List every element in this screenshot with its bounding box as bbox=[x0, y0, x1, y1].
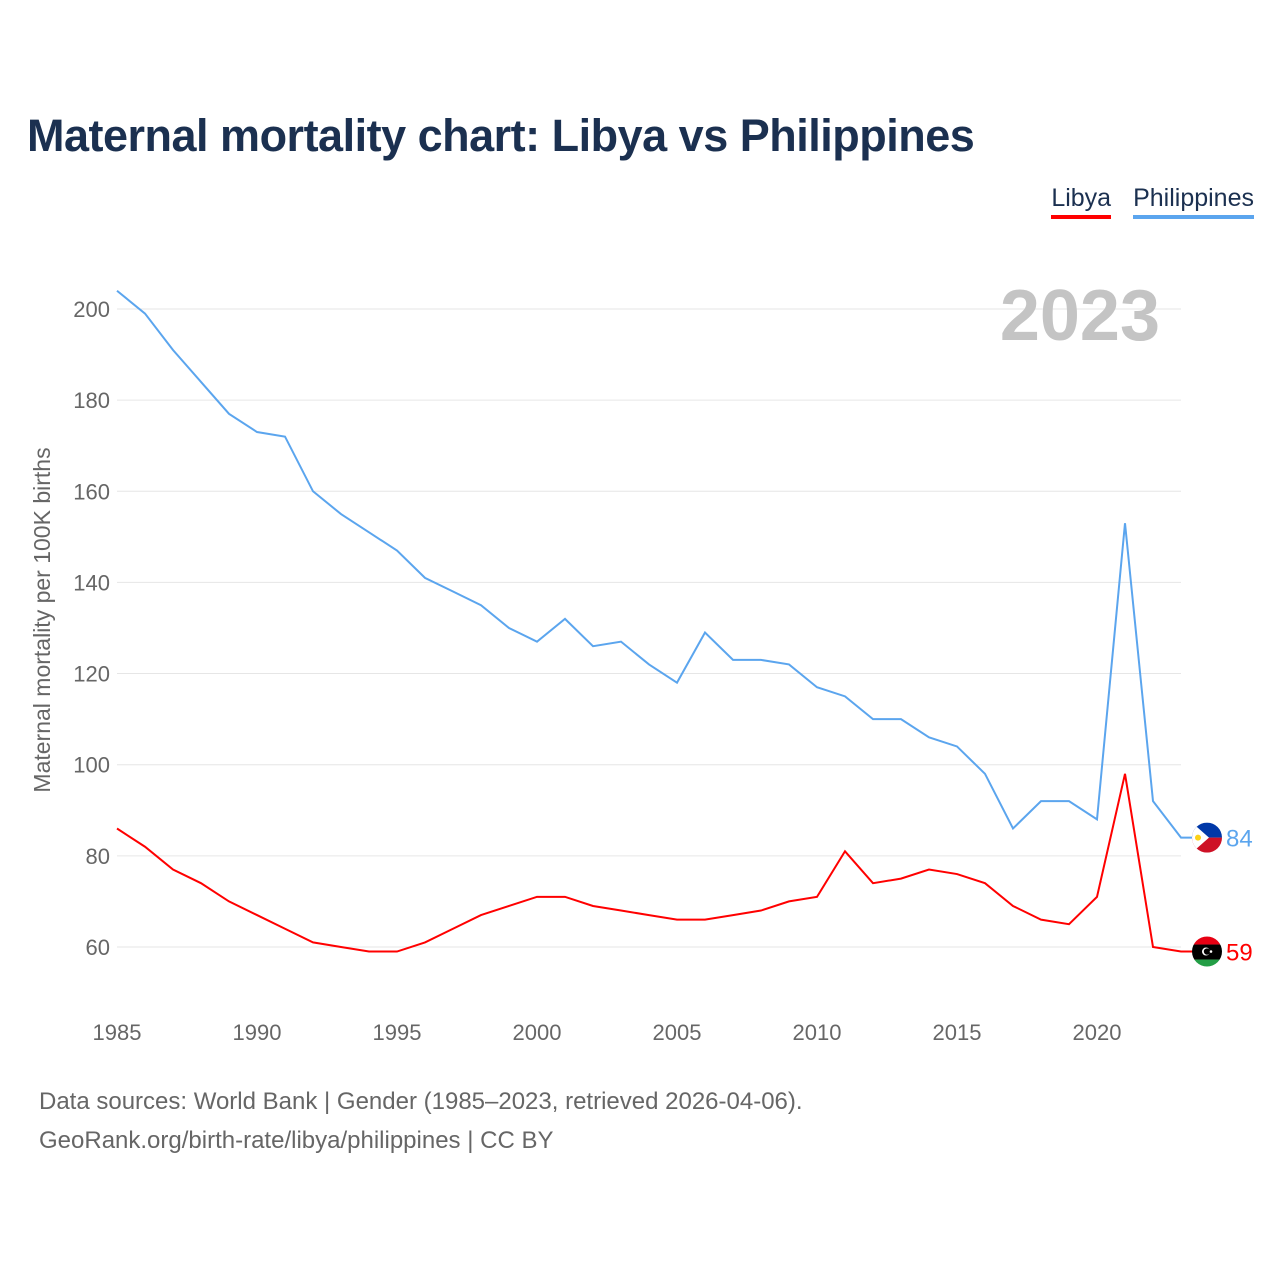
x-tick-label: 2000 bbox=[513, 1020, 562, 1045]
y-tick-label: 80 bbox=[86, 844, 110, 869]
legend-item-philippines[interactable]: Philippines bbox=[1133, 184, 1254, 219]
y-tick-label: 60 bbox=[86, 935, 110, 960]
end-value-label-philippines: 84 bbox=[1226, 826, 1253, 853]
end-value-label-libya: 59 bbox=[1226, 940, 1253, 967]
flag-libya-icon bbox=[1192, 936, 1222, 967]
x-tick-label: 2010 bbox=[793, 1020, 842, 1045]
footer-sources: Data sources: World Bank | Gender (1985–… bbox=[39, 1088, 803, 1115]
x-tick-label: 2020 bbox=[1073, 1020, 1122, 1045]
x-tick-label: 2005 bbox=[653, 1020, 702, 1045]
y-tick-label: 140 bbox=[73, 570, 110, 595]
footer-link[interactable]: GeoRank.org/birth-rate/libya/philippines… bbox=[39, 1127, 554, 1154]
x-tick-label: 1995 bbox=[373, 1020, 422, 1045]
x-tick-label: 2015 bbox=[933, 1020, 982, 1045]
y-tick-label: 180 bbox=[73, 388, 110, 413]
flag-philippines-icon bbox=[1192, 822, 1222, 853]
y-tick-label: 160 bbox=[73, 479, 110, 504]
x-tick-label: 1985 bbox=[93, 1020, 142, 1045]
legend-item-libya[interactable]: Libya bbox=[1051, 184, 1112, 219]
year-label: 2023 bbox=[1000, 276, 1160, 356]
y-tick-label: 200 bbox=[73, 297, 110, 322]
chart-title: Maternal mortality chart: Libya vs Phili… bbox=[27, 110, 975, 161]
series-line-libya bbox=[116, 773, 1193, 953]
legend: Libya Philippines bbox=[1051, 184, 1254, 219]
x-tick-label: 1990 bbox=[233, 1020, 282, 1045]
y-axis-label: Maternal mortality per 100K births bbox=[29, 447, 55, 792]
y-tick-label: 120 bbox=[73, 662, 110, 687]
series-line-philippines bbox=[116, 289, 1193, 839]
y-tick-label: 100 bbox=[73, 753, 110, 778]
